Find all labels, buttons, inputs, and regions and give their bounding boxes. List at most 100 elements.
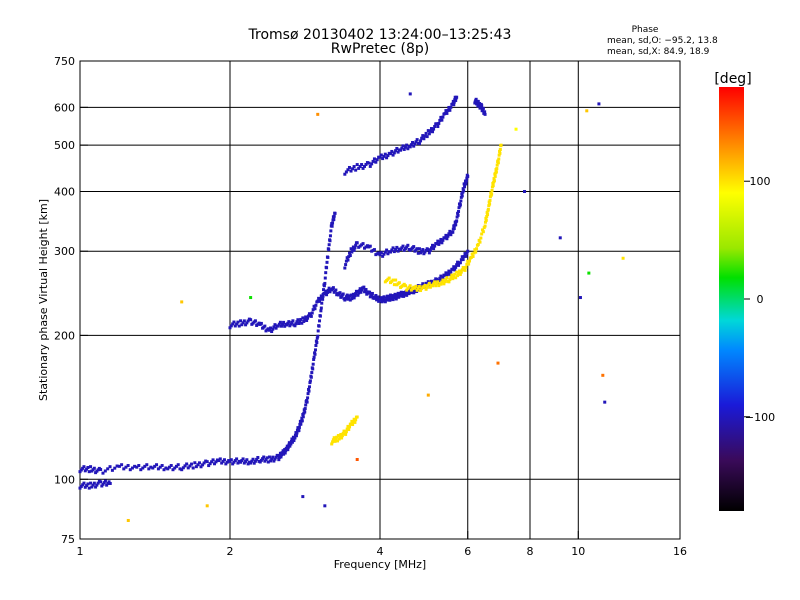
scatter-point [578, 296, 582, 300]
trace-point [318, 299, 322, 303]
trace-point [178, 467, 182, 471]
trace-point [331, 440, 335, 444]
trace-point [424, 248, 428, 252]
trace-point [267, 328, 271, 332]
trace-point [416, 251, 420, 255]
trace-point [344, 430, 348, 434]
trace-point [78, 470, 82, 474]
trace-point [103, 479, 107, 483]
scatter-point [496, 361, 500, 365]
trace-point [348, 294, 352, 298]
trace-point [441, 278, 445, 282]
trace-point [246, 319, 250, 323]
trace-point [327, 286, 331, 290]
trace-point [306, 396, 310, 400]
trace-point [350, 419, 354, 423]
trace-point [442, 282, 446, 286]
trace-point [283, 451, 287, 455]
x-tick-label: 2 [227, 545, 234, 558]
trace-point [491, 184, 495, 188]
trace-point [463, 268, 467, 272]
x-tick-label: 8 [527, 545, 534, 558]
trace-point [290, 320, 294, 324]
trace-point [455, 215, 459, 219]
trace-point [471, 254, 475, 258]
scatter-point [587, 271, 591, 275]
trace-point [421, 134, 425, 138]
trace-point [240, 459, 244, 463]
trace-point [436, 125, 440, 129]
trace-point [174, 464, 178, 468]
trace-point [324, 271, 328, 275]
trace-point [321, 294, 325, 298]
trace-point [351, 423, 355, 427]
trace-point [345, 427, 349, 431]
trace-point [239, 319, 243, 323]
trace-point [460, 255, 464, 259]
trace-point [387, 276, 391, 280]
trace-point [317, 324, 321, 328]
trace-point [368, 290, 372, 294]
trace-point [259, 321, 263, 325]
trace-point [332, 214, 336, 218]
trace-point [443, 280, 447, 284]
trace-point [90, 485, 94, 489]
trace-point [79, 484, 83, 488]
trace-point [293, 324, 297, 328]
trace-point [274, 326, 278, 330]
trace-point [89, 481, 93, 485]
trace-point [478, 102, 482, 106]
trace-point [439, 282, 443, 286]
trace-point [397, 295, 401, 299]
scatter-point [621, 256, 625, 260]
trace-point [263, 324, 267, 328]
trace-point [408, 290, 412, 294]
scatter-point [301, 495, 305, 499]
trace-point [333, 439, 337, 443]
trace-point [488, 198, 492, 202]
trace-point [379, 297, 383, 301]
trace-point [108, 465, 112, 469]
trace-point [79, 468, 83, 472]
trace-point [448, 108, 452, 112]
trace-point [474, 97, 478, 101]
trace-point [351, 292, 355, 296]
trace-point [274, 455, 278, 459]
trace-point [181, 466, 185, 470]
trace-point [337, 437, 341, 441]
trace-point [318, 297, 322, 301]
trace-point [485, 214, 489, 218]
trace-point [151, 466, 155, 470]
trace-point [415, 288, 419, 292]
trace-point [81, 483, 85, 487]
trace-point [361, 242, 365, 246]
trace-point [414, 284, 418, 288]
trace-point [360, 288, 364, 292]
trace-point [372, 248, 376, 252]
trace-point [186, 466, 190, 470]
trace-point [401, 244, 405, 248]
trace-point [348, 298, 352, 302]
trace-point [452, 265, 456, 269]
trace-point [301, 415, 305, 419]
trace-point [300, 419, 304, 423]
trace-point [99, 480, 103, 484]
trace-point [396, 293, 400, 297]
trace-point [308, 381, 312, 385]
trace-point [408, 284, 412, 288]
trace-point [392, 283, 396, 287]
trace-point [272, 325, 276, 329]
trace-point [389, 297, 393, 301]
trace-point [110, 468, 114, 472]
trace-point [354, 418, 358, 422]
trace-point [438, 276, 442, 280]
trace-point [391, 153, 395, 157]
trace-point [375, 158, 379, 162]
trace-point [343, 429, 347, 433]
trace-point [139, 468, 143, 472]
trace-point [490, 192, 494, 196]
trace-point [346, 258, 350, 262]
trace-point [429, 246, 433, 250]
phase-box-line1: mean, sd,O: −95.2, 13.8 [607, 36, 718, 46]
trace-point [420, 287, 424, 291]
